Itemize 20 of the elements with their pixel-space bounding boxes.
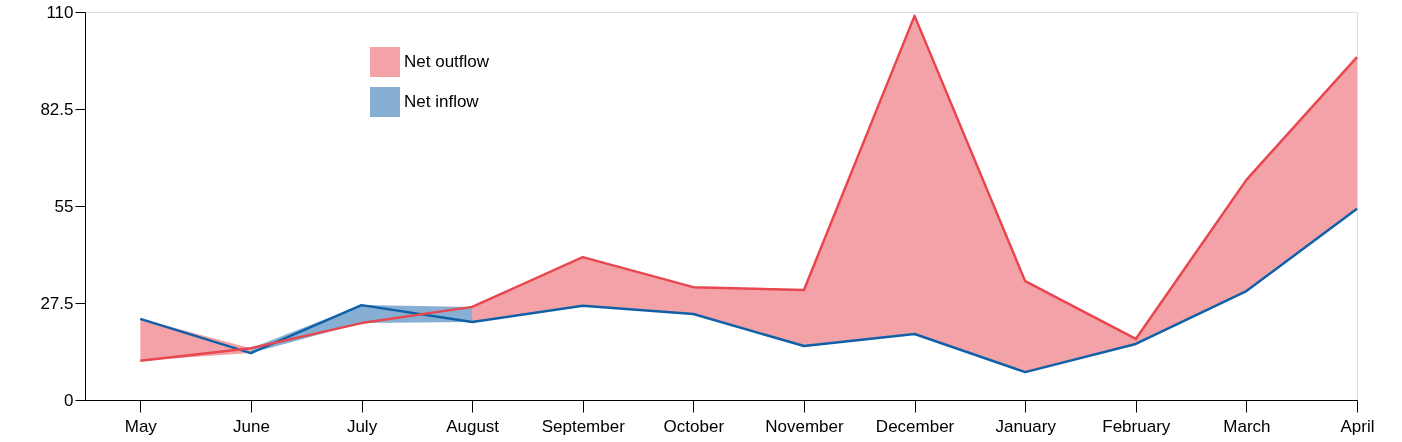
legend-label: Net inflow	[404, 92, 480, 111]
y-tick-label: 55	[54, 196, 74, 216]
x-tick-label: June	[232, 416, 270, 436]
x-tick-label: March	[1223, 416, 1271, 436]
y-tick-label: 110	[46, 2, 74, 22]
x-tick-label: May	[124, 416, 158, 436]
line-series	[139, 207, 1359, 374]
y-tick-label: 0	[64, 390, 74, 410]
x-tick-label: April	[1340, 416, 1375, 436]
x-tick-label: November	[765, 416, 844, 436]
legend-label: Net outflow	[404, 52, 490, 71]
x-tick-label: February	[1102, 416, 1171, 436]
x-tick-label: September	[541, 416, 626, 436]
y-tick-label: 27.5	[40, 293, 74, 313]
x-tick-label: August	[446, 416, 500, 436]
x-tick-label: December	[875, 416, 955, 436]
x-tick-label: October	[663, 416, 725, 436]
x-tick-label: July	[346, 416, 378, 436]
x-tick-label: January	[995, 416, 1057, 436]
y-tick-label: 82.5	[40, 99, 74, 119]
